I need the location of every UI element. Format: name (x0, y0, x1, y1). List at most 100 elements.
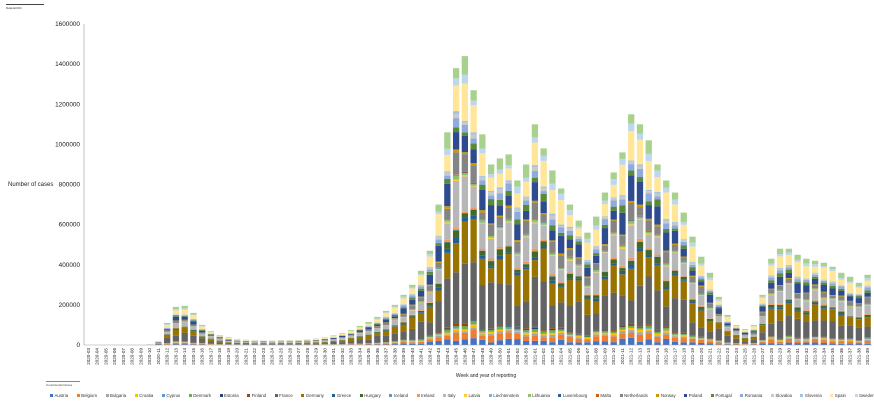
bar-segment (829, 285, 836, 289)
bar-segment (794, 259, 801, 262)
bar-segment (496, 226, 504, 229)
bar-segment (628, 264, 635, 269)
bar-segment (750, 331, 757, 333)
bar-segment (426, 302, 433, 303)
bar-segment (260, 344, 267, 345)
bar-segment (803, 342, 810, 345)
bar-segment (409, 294, 416, 296)
bar-segment (347, 329, 355, 331)
legend-label: Netherlands (624, 392, 648, 398)
bar-segment (400, 294, 407, 297)
legend-item: Lithuania (527, 390, 550, 400)
x-tick-label: 2021-35 (830, 348, 835, 365)
bar-segment (172, 306, 180, 310)
x-tick-label: 2020-31 (331, 348, 336, 365)
bar-segment (356, 330, 363, 332)
bar-segment (549, 342, 556, 345)
bar-segment (855, 294, 863, 295)
bar-segment (417, 290, 425, 297)
bar-segment (540, 331, 547, 334)
bar-segment (601, 330, 609, 332)
bar-segment (619, 245, 626, 246)
bar-segment (811, 285, 819, 289)
bar-segment (794, 340, 801, 342)
legend-item: Denmark (188, 390, 211, 400)
bar-segment (820, 340, 827, 343)
bar-segment (225, 343, 232, 345)
bar-segment (785, 298, 792, 300)
bar-segment (593, 313, 600, 330)
bar-segment (698, 263, 705, 266)
bar-segment (680, 239, 687, 241)
bar-segment (382, 335, 390, 343)
bar-segment (584, 340, 591, 343)
bar-segment (768, 343, 775, 345)
bar-segment (391, 344, 398, 345)
bar-segment (391, 313, 398, 316)
bar-segment (566, 278, 574, 280)
bar-segment (251, 343, 258, 345)
bar-segment (838, 315, 845, 326)
bar-segment (452, 325, 460, 327)
bar-segment (225, 342, 232, 344)
bar-segment (838, 272, 845, 279)
bar-segment (558, 327, 565, 329)
bar-segment (628, 164, 635, 171)
bar-segment (479, 176, 486, 178)
bar-segment (776, 256, 784, 268)
bar-segment (531, 222, 539, 224)
bar-segment (671, 230, 679, 244)
bar-segment (540, 335, 547, 338)
bar-segment (846, 315, 854, 317)
legend-item: Spain (830, 390, 846, 400)
bar-segment (374, 318, 381, 320)
bar-segment (601, 270, 609, 272)
bar-segment (400, 313, 407, 315)
bar-segment (470, 324, 477, 328)
bar-segment (811, 273, 819, 275)
bar-segment (409, 314, 416, 316)
bar-segment (199, 338, 206, 344)
bar-segment (409, 343, 416, 345)
bar-segment (435, 333, 442, 335)
bar-segment (514, 269, 521, 273)
bar-segment (531, 257, 539, 261)
bar-segment (566, 257, 574, 258)
legend-label: Poland (688, 392, 703, 398)
bar-segment (601, 204, 609, 217)
bar-segment (566, 235, 574, 240)
bar-segment (549, 333, 556, 335)
legend-swatch (76, 393, 80, 397)
x-tick-label: 2021-11 (620, 348, 625, 365)
bar-segment (470, 319, 477, 321)
bar-segment (479, 210, 486, 213)
bar-segment (794, 293, 801, 299)
bar-segment (505, 244, 512, 247)
bar-segment (374, 316, 381, 319)
bar-segment (479, 330, 486, 332)
bar-segment (610, 172, 617, 180)
bar-segment (549, 225, 556, 231)
bar-segment (768, 265, 775, 276)
x-tick-label: 2020-11 (156, 348, 161, 365)
bar-segment (417, 341, 425, 344)
bar-segment (636, 216, 644, 219)
bar-segment (584, 261, 591, 265)
x-tick-label: 2021-09 (602, 348, 607, 365)
bar-segment (207, 339, 215, 342)
bar-segment (549, 329, 556, 331)
bar-segment (164, 337, 171, 344)
bar-segment (558, 287, 565, 303)
bar-segment (671, 270, 679, 274)
bar-segment (216, 340, 223, 343)
x-tick-label: 2020-26 (287, 348, 292, 365)
bar-segment (575, 244, 582, 258)
bar-segment (794, 311, 801, 319)
bar-segment (575, 278, 582, 281)
bar-segment (663, 265, 670, 267)
bar-segment (706, 289, 714, 290)
bar-segment (549, 330, 556, 333)
legend-item: Estonia (219, 390, 239, 400)
bar-segment (706, 302, 714, 304)
bar-segment (733, 324, 740, 326)
